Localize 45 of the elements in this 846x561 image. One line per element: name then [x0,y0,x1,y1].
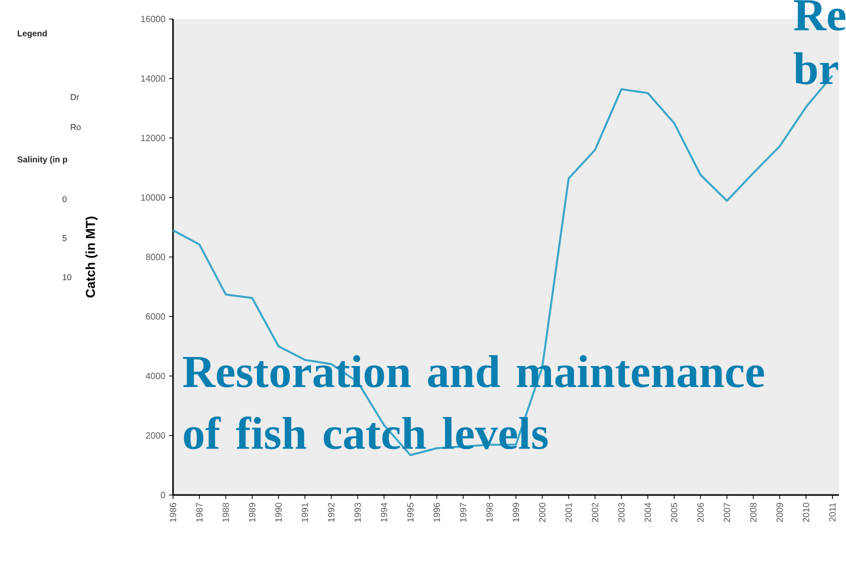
text: 0 [62,196,67,202]
x-tick-label: 2007 [724,502,730,522]
x-tick-label: 1995 [407,502,414,522]
x-tick-label: 1998 [486,502,493,522]
annotation: br [794,52,838,84]
x-tick-label: 1997 [460,502,466,522]
x-tick-label: 1993 [354,502,361,522]
text: Dr [70,94,79,100]
x-tick-label: 2003 [618,502,625,522]
text: 5 [62,235,67,242]
x-tick-label: 2006 [697,502,704,522]
x-tick-label: 2000 [539,502,546,522]
y-tick-label: 0 [160,492,166,498]
y-tick-label: 6000 [146,313,166,320]
y-tick-label: 4000 [146,372,166,380]
x-tick-label: 1990 [275,502,282,522]
x-tick-label: 2004 [644,502,651,522]
text: Ro [70,124,81,130]
text: 10 [62,274,72,280]
text: Legend [18,30,47,38]
y-tick-label: 2000 [146,432,166,439]
y-tick-label: 10000 [141,194,166,201]
x-tick-label: 1999 [512,502,520,522]
x-tick-label: 2005 [670,502,678,522]
x-tick-label: 2002 [592,502,598,522]
y-tick-label: 16000 [141,16,166,22]
x-tick-label: 2011 [829,502,836,522]
x-tick-label: 1988 [222,502,229,522]
annotation: Re [794,0,846,31]
x-tick-label: 1992 [328,502,334,522]
y-axis-title: Catch (in MT) [85,216,98,298]
x-tick-label: 1986 [170,502,176,522]
x-tick-label: 1987 [196,502,203,522]
x-tick-label: 2010 [802,502,810,522]
x-tick-label: 1996 [434,502,440,522]
y-tick-label: 12000 [141,134,166,142]
x-tick-label: 2009 [776,502,783,522]
y-tick-label: 8000 [146,254,166,260]
x-tick-label: 2001 [565,502,572,522]
x-tick-label: 1994 [380,502,388,522]
text: Salinity (in p [17,156,68,164]
y-tick-label: 14000 [141,75,166,82]
x-tick-label: 1991 [302,502,308,522]
x-tick-label: 1989 [248,502,256,522]
x-tick-label: 2008 [750,502,756,522]
